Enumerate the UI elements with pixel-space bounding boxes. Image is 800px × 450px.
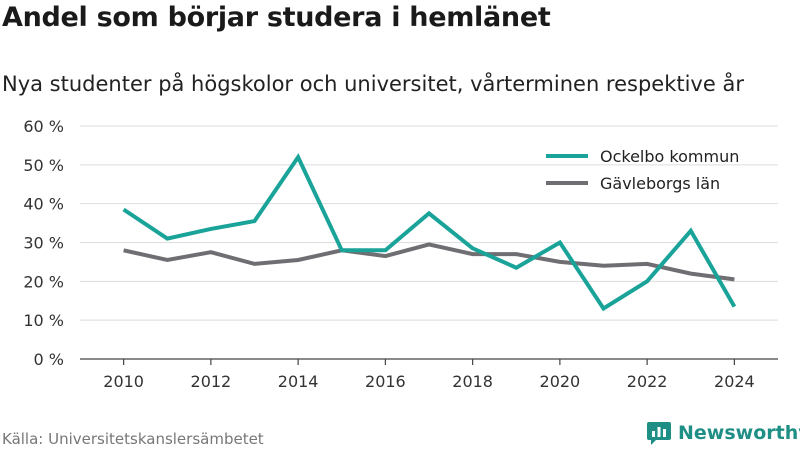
legend: Ockelbo kommun Gävleborgs län [546,147,739,193]
x-tick-label: 2018 [452,372,493,391]
brand-logo: Newsworthy [646,420,800,446]
series-line-1 [122,153,737,312]
legend-label: Gävleborgs län [600,174,720,193]
x-tick-label: 2012 [191,372,232,391]
line-chart: 0 % 10 % 20 % 30 % 40 % 50 % 60 % 2010 2012 2014… [23,117,778,391]
source-note: Källa: Universitetskanslersämbetet [2,430,264,448]
y-tick-label: 60 % [23,117,64,136]
y-tick-label: 30 % [23,234,64,253]
x-tick-label: 2014 [278,372,319,391]
x-tick-label: 2022 [627,372,668,391]
brand-name: Newsworthy [678,422,800,444]
x-axis-ticks: 2010 2012 2014 2016 2018 2020 2022 2024 [103,359,755,391]
gridlines [80,125,778,360]
x-tick-label: 2024 [714,372,755,391]
x-tick-label: 2010 [103,372,144,391]
chart-title: Andel som börjar studera i hemlänet [2,2,551,33]
x-tick-label: 2016 [365,372,406,391]
series-lines [122,153,737,312]
y-tick-label: 50 % [23,156,64,175]
chart-subtitle: Nya studenter på högskolor och universit… [2,72,744,96]
y-tick-label: 0 % [34,350,64,369]
series-line-2 [123,242,735,282]
bar-chart-chat-icon [647,422,671,445]
y-tick-label: 20 % [23,272,64,291]
y-axis-ticks: 0 % 10 % 20 % 30 % 40 % 50 % 60 % [23,117,64,369]
y-tick-label: 10 % [23,311,64,330]
legend-label: Ockelbo kommun [600,147,739,166]
y-tick-label: 40 % [23,195,64,214]
x-tick-label: 2020 [540,372,581,391]
